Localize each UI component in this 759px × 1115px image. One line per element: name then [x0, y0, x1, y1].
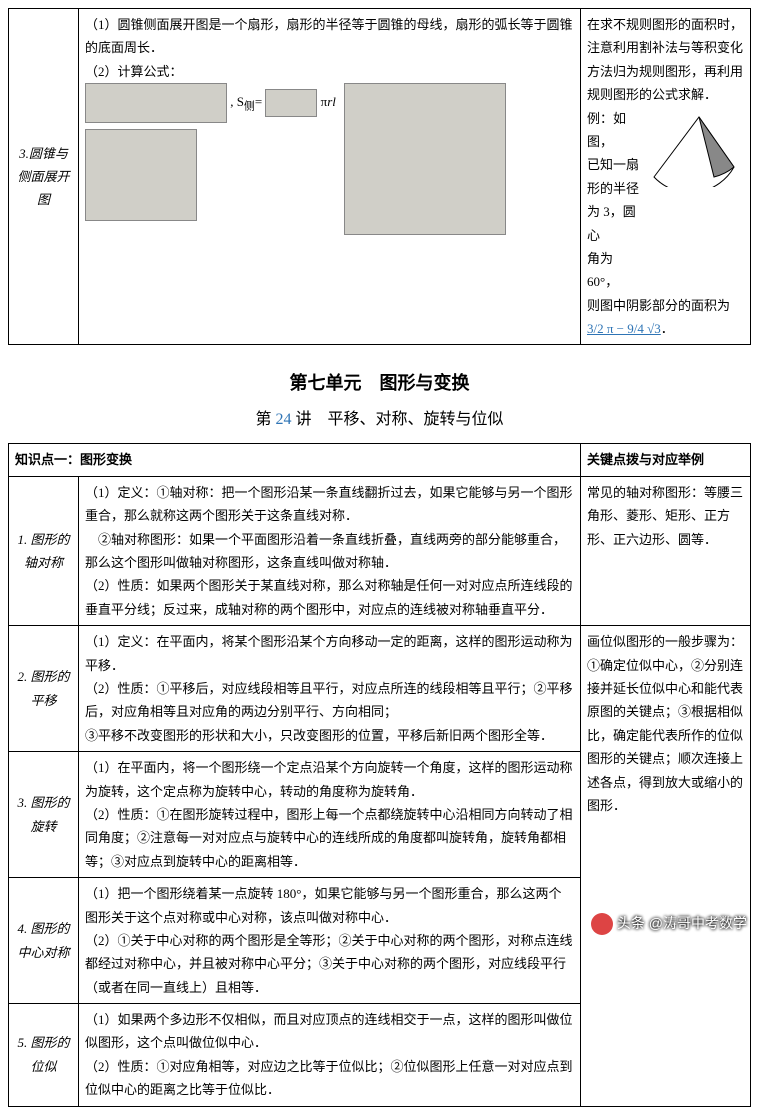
lecture-title: 第 24 讲 平移、对称、旋转与位似 [8, 405, 751, 429]
table-transform: 知识点一：图形变换 关键点拨与对应举例 1. 图形的轴对称 （1）定义：①轴对称… [8, 443, 751, 1106]
table-cone: 3.圆锥与侧面展开图 （1）圆锥侧面展开图是一个扇形，扇形的半径等于圆锥的母线，… [8, 8, 751, 345]
watermark-avatar [591, 913, 613, 935]
row4-label: 4. 图形的中心对称 [9, 878, 79, 1004]
cone-tips: 在求不规则图形的面积时，注意利用割补法与等积变化方法归为规则图形，再利用规则图形… [581, 9, 751, 345]
right-tip-2: 画位似图形的一般步骤为：①确定位似中心，②分别连接并延长位似中心和能代表原图的关… [581, 626, 751, 1106]
cone-def-2: （2）计算公式： [85, 60, 574, 83]
row2-body: （1）定义：在平面内，将某个图形沿某个方向移动一定的距离，这样的图形运动称为平移… [79, 626, 581, 752]
answer-line: 3/2 π − 9/4 √3． [587, 317, 744, 340]
row5-body: （1）如果两个多边形不仅相似，而且对应顶点的连线相交于一点，这样的图形叫做位似图… [79, 1004, 581, 1107]
shaded-area-answer: 3/2 π − 9/4 √3 [587, 321, 661, 336]
cone-diagram-photo [344, 83, 506, 235]
row1-body: （1）定义：①轴对称：把一个图形沿某一条直线翻折过去，如果它能够与另一个图形重合… [79, 476, 581, 625]
header-right: 关键点拨与对应举例 [581, 444, 751, 476]
row5-label: 5. 图形的位似 [9, 1004, 79, 1107]
watermark: 头条 @涛哥中考数学 [591, 913, 747, 935]
handwritten-formula-2 [265, 89, 317, 117]
cone-def-1: （1）圆锥侧面展开图是一个扇形，扇形的半径等于圆锥的母线，扇形的弧长等于圆锥的底… [85, 13, 574, 60]
handwritten-formula-1 [85, 83, 227, 123]
header-left: 知识点一：图形变换 [9, 444, 581, 476]
right-tip-1: 常见的轴对称图形：等腰三角形、菱形、矩形、正方形、正六边形、圆等． [581, 476, 751, 625]
cone-row-label: 3.圆锥与侧面展开图 [9, 9, 79, 345]
handwritten-formula-3 [85, 129, 197, 221]
row3-label: 3. 图形的旋转 [9, 752, 79, 878]
sector-example-diagram [644, 107, 744, 187]
row1-label: 1. 图形的轴对称 [9, 476, 79, 625]
formula-row: , S侧= πrl [85, 83, 574, 235]
unit-title: 第七单元 图形与变换 [8, 369, 751, 395]
row4-body: （1）把一个图形绕着某一点旋转 180°，如果它能够与另一个图形重合，那么这两个… [79, 878, 581, 1004]
row2-label: 2. 图形的平移 [9, 626, 79, 752]
row3-body: （1）在平面内，将一个图形绕一个定点沿某个方向旋转一个角度，这样的图形运动称为旋… [79, 752, 581, 878]
cone-content: （1）圆锥侧面展开图是一个扇形，扇形的半径等于圆锥的母线，扇形的弧长等于圆锥的底… [79, 9, 581, 345]
